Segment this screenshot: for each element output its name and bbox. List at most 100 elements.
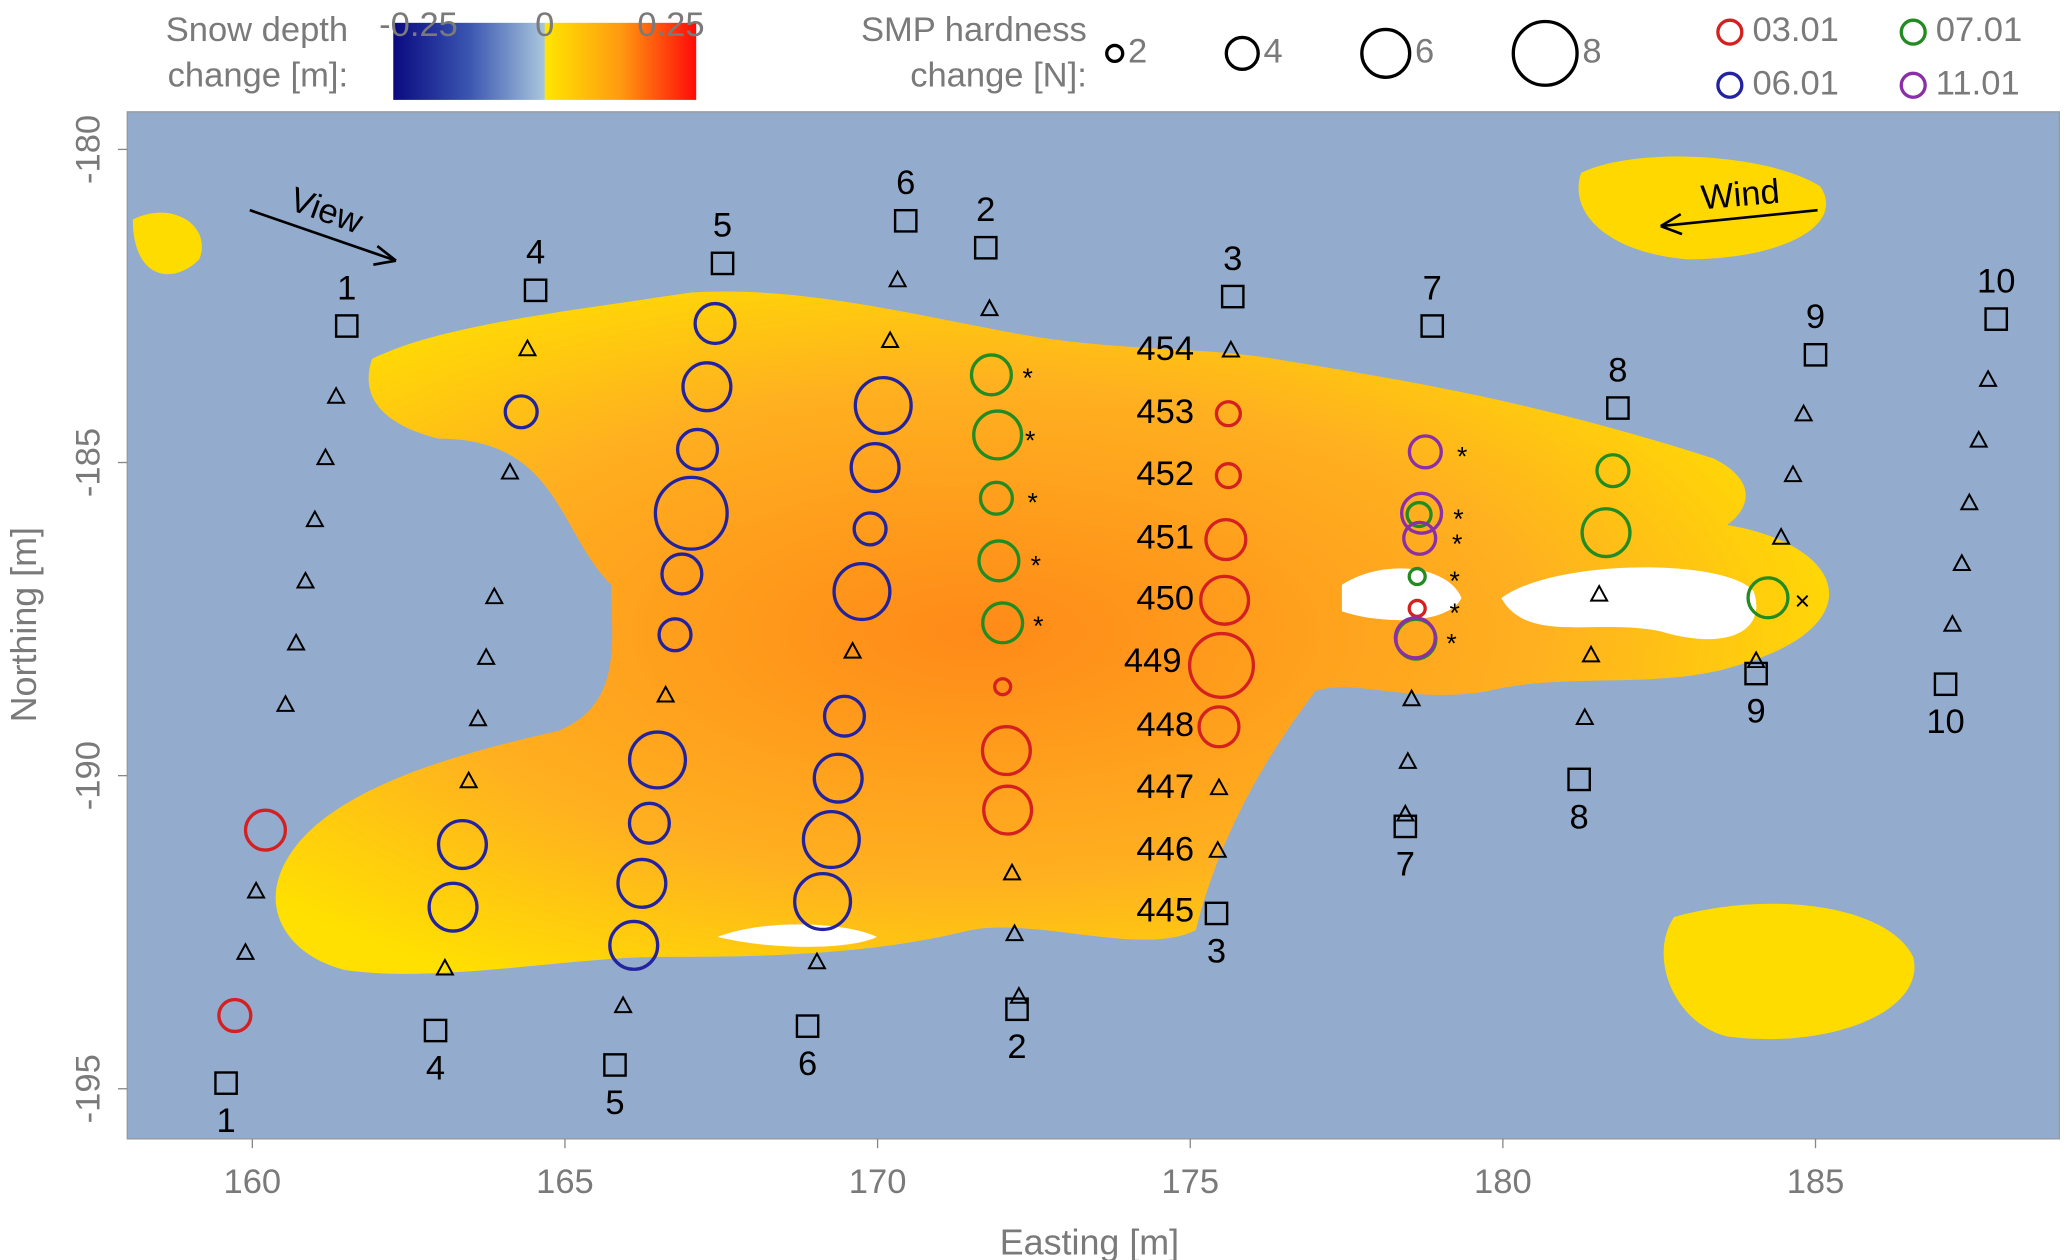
smp-hardness-circle xyxy=(675,427,720,471)
sample-triangle xyxy=(1009,986,1029,1004)
smp-hardness-circle xyxy=(1407,566,1427,587)
smp-hardness-circle xyxy=(243,808,288,852)
colorbar-tick-label: 0 xyxy=(535,6,554,44)
transect-end xyxy=(1204,901,1229,926)
size-legend-label: 8 xyxy=(1582,33,1601,71)
sample-triangle xyxy=(305,509,325,528)
smp-hardness-circle xyxy=(1405,500,1433,529)
size-legend-circle xyxy=(1511,19,1579,87)
legend-label: 03.01 xyxy=(1752,11,1838,49)
smp-hardness-circle xyxy=(1214,462,1242,490)
sample-triangle xyxy=(435,957,455,976)
snow-depth-increase xyxy=(1663,903,1915,1040)
flag-symbol: * xyxy=(1022,363,1032,393)
smp-hardness-circle xyxy=(1199,574,1251,626)
smp-hardness-circle xyxy=(1746,576,1790,620)
transect-end xyxy=(1933,672,1958,697)
smp-hardness-circle xyxy=(982,784,1034,836)
sample-triangle xyxy=(1401,688,1422,707)
smp-hardness-circle xyxy=(627,801,671,845)
smp-hardness-circle xyxy=(978,480,1015,516)
flag-symbol: * xyxy=(1027,488,1037,518)
transect-label: 2 xyxy=(976,191,995,229)
sample-triangle xyxy=(1978,369,1998,387)
sample-triangle xyxy=(807,951,827,970)
flag-symbol: × xyxy=(1795,586,1811,616)
smp-hardness-circle xyxy=(969,353,1013,397)
transect-label: 7 xyxy=(1423,269,1442,307)
annotation-arrows: View Wind xyxy=(249,173,1818,266)
site-label: 454 xyxy=(1136,330,1194,368)
flag-symbol: * xyxy=(1457,441,1467,471)
transect-label: 6 xyxy=(896,164,915,202)
smp-hardness-circle xyxy=(660,552,704,596)
sample-triangle xyxy=(1959,492,1979,511)
transect-end xyxy=(1606,396,1630,420)
x-tick-label: 185 xyxy=(1787,1163,1845,1201)
y-tick-label: -195 xyxy=(69,1054,107,1123)
smp-hardness-circle xyxy=(972,409,1024,461)
site-label: 447 xyxy=(1136,768,1194,806)
transect-label: 3 xyxy=(1207,932,1226,970)
legend-marker xyxy=(1716,18,1744,46)
transect-end xyxy=(795,1014,820,1038)
sample-triangle xyxy=(1581,644,1601,663)
x-tick-label: 170 xyxy=(849,1163,907,1201)
smp-hardness-circle xyxy=(1197,705,1241,749)
transect-end xyxy=(334,314,359,338)
y-tick-label: -180 xyxy=(69,115,107,184)
view-arrow xyxy=(249,208,397,262)
smp-hardness-circle xyxy=(1214,400,1242,428)
y-tick-label: -190 xyxy=(69,741,107,810)
sample-triangle xyxy=(1209,777,1229,796)
transect-end xyxy=(423,1018,448,1043)
site-label: 451 xyxy=(1136,519,1194,557)
sample-triangle xyxy=(1942,614,1963,632)
smp-hardness-circle xyxy=(1399,491,1444,535)
smp-hardness-circle xyxy=(849,441,901,494)
transect-label: 5 xyxy=(605,1084,624,1122)
y-tick-label: -185 xyxy=(69,428,107,497)
smp-hardness-circle xyxy=(436,818,489,871)
transect-end xyxy=(973,235,998,260)
sample-triangle xyxy=(517,338,538,357)
site-label: 446 xyxy=(1136,831,1194,869)
smp-hardness-circle xyxy=(1595,453,1631,489)
sample-triangle xyxy=(1771,526,1791,545)
sample-triangle xyxy=(476,647,496,665)
size-legend-label: 6 xyxy=(1415,33,1434,71)
smp-hardness-circle xyxy=(217,997,253,1034)
transect-label: 8 xyxy=(1570,798,1589,836)
transect-label: 1 xyxy=(337,269,356,307)
transect-end xyxy=(214,1071,238,1095)
transect-label: 7 xyxy=(1396,845,1415,883)
no-data xyxy=(717,924,877,947)
flag-symbol: * xyxy=(1453,504,1463,534)
sample-triangle xyxy=(295,570,316,589)
smp-hardness-circle xyxy=(832,561,892,622)
size-legend-label: 2 xyxy=(1128,33,1147,71)
sample-triangle xyxy=(613,995,633,1014)
x-tick-label: 165 xyxy=(536,1163,594,1201)
size-legend-circle xyxy=(1224,35,1260,71)
sample-triangle xyxy=(468,708,488,727)
transect-end xyxy=(710,251,735,276)
smp-hardness-circle xyxy=(427,881,479,933)
colorbar-title: Snow depth xyxy=(166,11,348,49)
transect-label: 10 xyxy=(1926,703,1964,741)
site-label: 450 xyxy=(1136,579,1194,617)
transect-end xyxy=(603,1053,627,1077)
transect-end xyxy=(1567,767,1591,792)
sample-triangle xyxy=(326,386,346,404)
transect-label: 4 xyxy=(526,234,545,272)
sample-triangle xyxy=(275,694,296,712)
transect-label: 2 xyxy=(1007,1028,1026,1066)
smp-hardness-circle xyxy=(822,694,867,738)
smp-hardness-circle xyxy=(503,394,539,430)
colorbar-tick-label: 0.25 xyxy=(637,6,704,44)
transect-label: 9 xyxy=(1806,298,1825,336)
smp-hardness-circle xyxy=(693,301,737,346)
x-axis-title: Easting [m] xyxy=(1000,1223,1179,1260)
sample-triangle xyxy=(484,586,504,605)
sample-triangle xyxy=(880,330,900,349)
